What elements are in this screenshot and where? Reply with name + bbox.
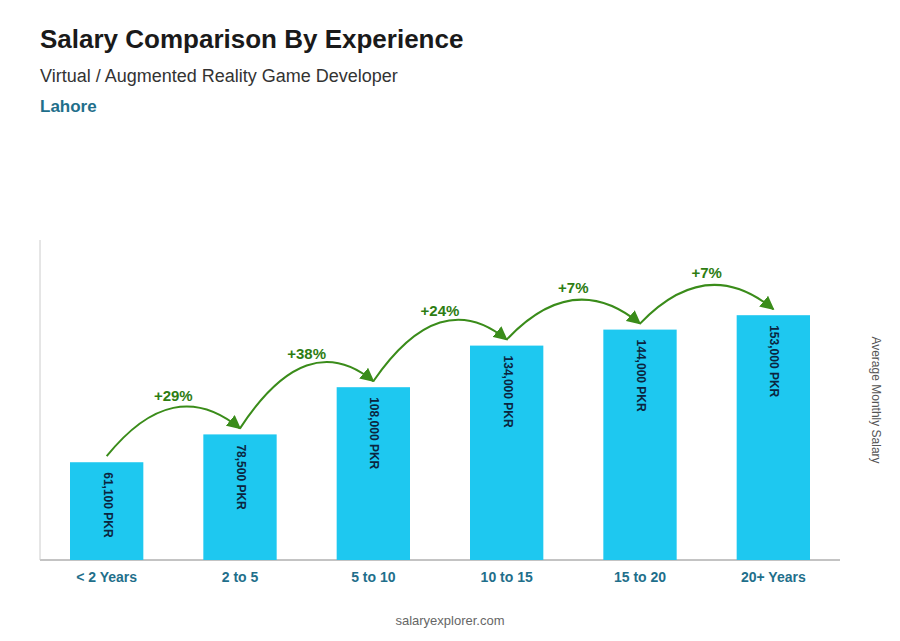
- data-label: 144,000 PKR: [634, 340, 648, 412]
- chart-svg: Salary Comparison By Experience Virtual /…: [0, 0, 900, 641]
- x-tick-label: 20+ Years: [741, 569, 806, 585]
- bar: [337, 387, 410, 560]
- bar: [470, 346, 543, 560]
- source: salaryexplorer.com: [395, 613, 504, 628]
- subtitle: Lahore: [40, 97, 97, 116]
- change-annotation: +38%: [287, 345, 326, 362]
- change-annotation: +7%: [691, 264, 721, 281]
- x-tick-label: 2 to 5: [222, 569, 259, 585]
- change-arrow: [507, 300, 640, 340]
- bar: [203, 434, 276, 560]
- change-annotation: +7%: [558, 279, 588, 296]
- bars: [70, 315, 810, 560]
- data-label: 108,000 PKR: [367, 397, 381, 469]
- x-axis-line: [40, 560, 840, 561]
- x-tick-label: 10 to 15: [481, 569, 533, 585]
- change-arrow: [373, 320, 506, 382]
- bar: [737, 315, 810, 560]
- x-tick-label: 5 to 10: [351, 569, 396, 585]
- change-annotation: +29%: [154, 387, 193, 404]
- change-annotation: +24%: [421, 302, 460, 319]
- bar: [603, 330, 676, 560]
- subtitle: Virtual / Augmented Reality Game Develop…: [40, 66, 398, 86]
- data-label: 78,500 PKR: [234, 444, 248, 510]
- data-label: 61,100 PKR: [100, 472, 114, 538]
- y-axis-label: Average Monthly Salary: [869, 336, 883, 463]
- y-axis-line: [40, 240, 41, 560]
- bar: [70, 462, 143, 560]
- chart-container: Salary Comparison By Experience Virtual /…: [0, 0, 900, 641]
- title: Salary Comparison By Experience: [40, 24, 463, 54]
- data-label: 134,000 PKR: [500, 356, 514, 428]
- change-arrow: [240, 362, 373, 428]
- data-label: 153,000 PKR: [767, 325, 781, 397]
- x-tick-label: < 2 Years: [76, 569, 137, 585]
- x-tick-label: 15 to 20: [614, 569, 666, 585]
- change-arrow: [107, 406, 240, 456]
- change-arrow: [640, 285, 773, 324]
